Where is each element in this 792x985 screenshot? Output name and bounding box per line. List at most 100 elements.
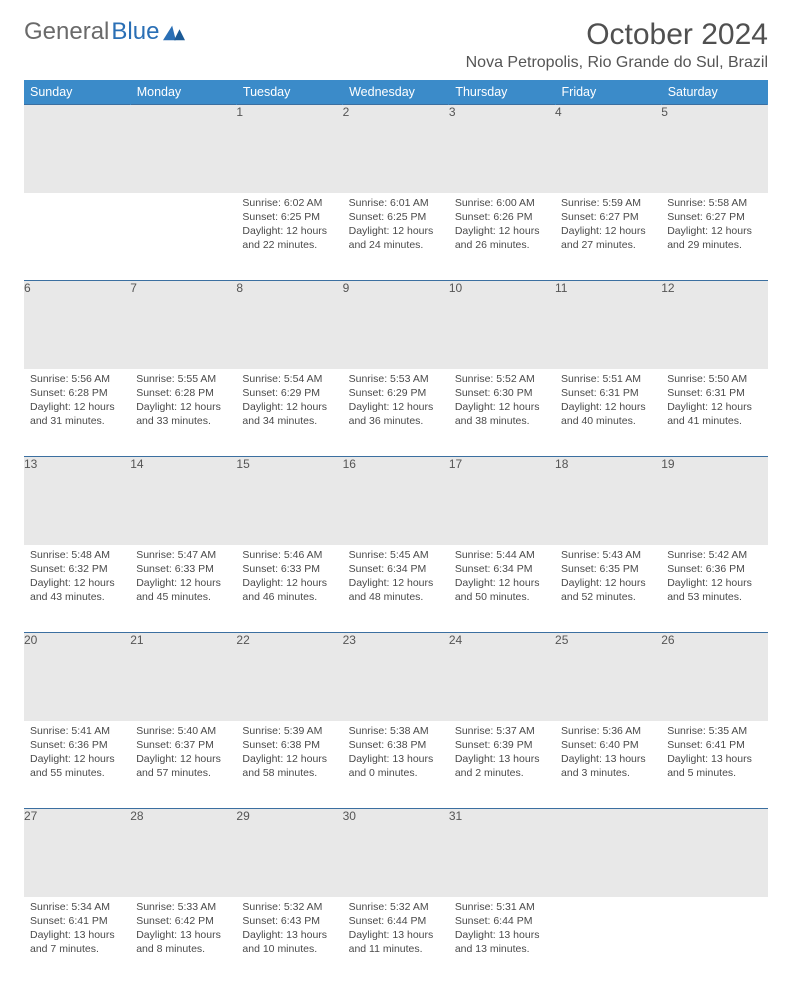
day-cell: Sunrise: 5:38 AMSunset: 6:38 PMDaylight:… [343, 721, 449, 809]
dl1-text: Daylight: 12 hours [561, 400, 655, 414]
sunrise-text: Sunrise: 6:01 AM [349, 196, 443, 210]
day-number: 23 [343, 633, 449, 721]
day-cell: Sunrise: 5:55 AMSunset: 6:28 PMDaylight:… [130, 369, 236, 457]
week-body-row: Sunrise: 5:34 AMSunset: 6:41 PMDaylight:… [24, 897, 768, 985]
sunrise-text: Sunrise: 5:39 AM [242, 724, 336, 738]
sunrise-text: Sunrise: 5:45 AM [349, 548, 443, 562]
day-cell-body: Sunrise: 5:53 AMSunset: 6:29 PMDaylight:… [343, 369, 449, 435]
day-cell: Sunrise: 5:33 AMSunset: 6:42 PMDaylight:… [130, 897, 236, 985]
sunrise-text: Sunrise: 5:59 AM [561, 196, 655, 210]
sunset-text: Sunset: 6:28 PM [136, 386, 230, 400]
day-cell: Sunrise: 5:50 AMSunset: 6:31 PMDaylight:… [661, 369, 767, 457]
dl2-text: and 55 minutes. [30, 766, 124, 780]
sunrise-text: Sunrise: 5:36 AM [561, 724, 655, 738]
sunrise-text: Sunrise: 5:41 AM [30, 724, 124, 738]
day-number: 28 [130, 809, 236, 897]
sunset-text: Sunset: 6:34 PM [455, 562, 549, 576]
dl2-text: and 26 minutes. [455, 238, 549, 252]
sunset-text: Sunset: 6:44 PM [455, 914, 549, 928]
day-cell: Sunrise: 5:51 AMSunset: 6:31 PMDaylight:… [555, 369, 661, 457]
dl2-text: and 22 minutes. [242, 238, 336, 252]
day-cell: Sunrise: 6:02 AMSunset: 6:25 PMDaylight:… [236, 193, 342, 281]
sunset-text: Sunset: 6:43 PM [242, 914, 336, 928]
sunrise-text: Sunrise: 5:47 AM [136, 548, 230, 562]
day-number: 9 [343, 281, 449, 369]
col-saturday: Saturday [661, 80, 767, 105]
dl2-text: and 29 minutes. [667, 238, 761, 252]
dl1-text: Daylight: 12 hours [561, 576, 655, 590]
col-tuesday: Tuesday [236, 80, 342, 105]
day-number [130, 105, 236, 193]
dl2-text: and 8 minutes. [136, 942, 230, 956]
sunrise-text: Sunrise: 5:38 AM [349, 724, 443, 738]
day-number: 4 [555, 105, 661, 193]
day-cell: Sunrise: 5:32 AMSunset: 6:43 PMDaylight:… [236, 897, 342, 985]
day-number: 15 [236, 457, 342, 545]
day-cell-body: Sunrise: 5:38 AMSunset: 6:38 PMDaylight:… [343, 721, 449, 787]
dl2-text: and 27 minutes. [561, 238, 655, 252]
day-cell: Sunrise: 6:01 AMSunset: 6:25 PMDaylight:… [343, 193, 449, 281]
dl1-text: Daylight: 12 hours [455, 224, 549, 238]
day-cell-body: Sunrise: 6:01 AMSunset: 6:25 PMDaylight:… [343, 193, 449, 259]
dl2-text: and 10 minutes. [242, 942, 336, 956]
day-number: 5 [661, 105, 767, 193]
sunset-text: Sunset: 6:32 PM [30, 562, 124, 576]
day-number: 13 [24, 457, 130, 545]
dl2-text: and 52 minutes. [561, 590, 655, 604]
day-number: 10 [449, 281, 555, 369]
day-cell-body: Sunrise: 5:43 AMSunset: 6:35 PMDaylight:… [555, 545, 661, 611]
dl2-text: and 43 minutes. [30, 590, 124, 604]
dl2-text: and 2 minutes. [455, 766, 549, 780]
dl2-text: and 46 minutes. [242, 590, 336, 604]
sunrise-text: Sunrise: 5:46 AM [242, 548, 336, 562]
sunrise-text: Sunrise: 5:33 AM [136, 900, 230, 914]
col-wednesday: Wednesday [343, 80, 449, 105]
sunrise-text: Sunrise: 5:34 AM [30, 900, 124, 914]
dl2-text: and 33 minutes. [136, 414, 230, 428]
week-body-row: Sunrise: 5:56 AM Sunset: 6:28 PM Daylight:… [24, 369, 768, 457]
day-cell: Sunrise: 5:42 AMSunset: 6:36 PMDaylight:… [661, 545, 767, 633]
day-number: 6 [24, 281, 130, 369]
day-number: 19 [661, 457, 767, 545]
dl2-text: and 41 minutes. [667, 414, 761, 428]
dl1-text: Daylight: 12 hours [136, 576, 230, 590]
daynum-row: 12345 [24, 105, 768, 193]
dl2-text: and 40 minutes. [561, 414, 655, 428]
day-number: 12 [661, 281, 767, 369]
sunset-text: Sunset: 6:39 PM [455, 738, 549, 752]
sunrise-text: Sunrise: 5:43 AM [561, 548, 655, 562]
dl1-text: Daylight: 13 hours [349, 752, 443, 766]
col-sunday: Sunday [24, 80, 130, 105]
sunrise-text: Sunrise: 5:35 AM [667, 724, 761, 738]
day-cell-body: Sunrise: 5:40 AMSunset: 6:37 PMDaylight:… [130, 721, 236, 787]
sunset-text: Sunset: 6:33 PM [242, 562, 336, 576]
daynum-row: 2728293031 [24, 809, 768, 897]
dl2-text: and 38 minutes. [455, 414, 549, 428]
sunset-text: Sunset: 6:36 PM [30, 738, 124, 752]
day-cell: Sunrise: 5:45 AMSunset: 6:34 PMDaylight:… [343, 545, 449, 633]
dl1-text: Daylight: 12 hours [242, 576, 336, 590]
dl1-text: Daylight: 13 hours [455, 928, 549, 942]
day-number [555, 809, 661, 897]
dl1-text: Daylight: 12 hours [349, 224, 443, 238]
dl1-text: Daylight: 12 hours [667, 400, 761, 414]
day-number: 20 [24, 633, 130, 721]
day-cell: Sunrise: 6:00 AMSunset: 6:26 PMDaylight:… [449, 193, 555, 281]
day-cell [661, 897, 767, 985]
dl1-text: Daylight: 13 hours [455, 752, 549, 766]
day-cell-body: Sunrise: 5:35 AMSunset: 6:41 PMDaylight:… [661, 721, 767, 787]
sunrise-text: Sunrise: 5:54 AM [242, 372, 336, 386]
dl2-text: and 53 minutes. [667, 590, 761, 604]
day-cell: Sunrise: 5:34 AMSunset: 6:41 PMDaylight:… [24, 897, 130, 985]
day-cell: Sunrise: 5:43 AMSunset: 6:35 PMDaylight:… [555, 545, 661, 633]
sunset-text: Sunset: 6:44 PM [349, 914, 443, 928]
day-cell: Sunrise: 5:53 AMSunset: 6:29 PMDaylight:… [343, 369, 449, 457]
sunrise-text: Sunrise: 5:56 AM [30, 372, 124, 386]
dl2-text: and 24 minutes. [349, 238, 443, 252]
day-number [661, 809, 767, 897]
sunset-text: Sunset: 6:36 PM [667, 562, 761, 576]
dl1-text: Daylight: 12 hours [30, 400, 124, 414]
day-cell-body: Sunrise: 5:36 AMSunset: 6:40 PMDaylight:… [555, 721, 661, 787]
dl2-text: and 5 minutes. [667, 766, 761, 780]
col-monday: Monday [130, 80, 236, 105]
